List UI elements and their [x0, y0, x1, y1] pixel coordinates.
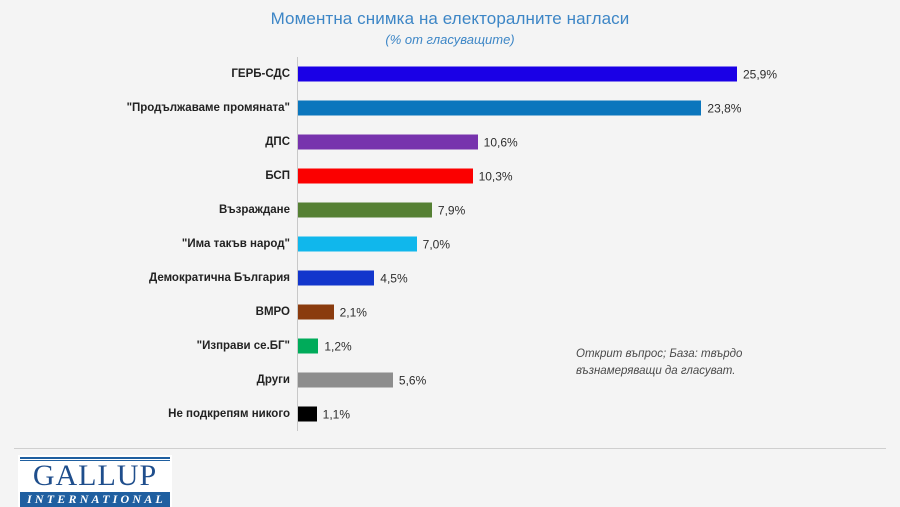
bar-row: "Изправи се.БГ" 1,2% [0, 329, 900, 363]
bar-container: 5,6% [298, 372, 427, 388]
bar-value-label: 10,3% [478, 169, 513, 183]
bar-segment [298, 168, 473, 184]
chart-subtitle: (% от гласуващите) [385, 32, 515, 47]
bar-container: 4,5% [298, 270, 408, 286]
chart-note-line-2: възнамеряващи да гласуват. [576, 365, 736, 377]
bar-container: 10,6% [298, 134, 518, 150]
bar-value-label: 7,9% [437, 203, 466, 217]
bar-segment [298, 338, 319, 354]
bar-category-label: Не подкрепям никого [168, 408, 290, 420]
bar-value-label: 1,2% [324, 339, 352, 353]
bar-row: ВМРО 2,1% [0, 295, 900, 329]
bar-value-label: 4,5% [380, 271, 408, 285]
bar-value-label: 10,6% [483, 135, 518, 149]
chart-note: Открит въпрос; База: твърдо възнамеряващ… [576, 346, 806, 380]
bar-row: Други 5,6% [0, 363, 900, 397]
bar-segment [298, 202, 432, 218]
bar-category-label: "Изправи се.БГ" [196, 340, 290, 352]
bar-rows: ГЕРБ-СДС 25,9% "Продължаваме промяната" 23,… [0, 57, 900, 431]
bar-value-label: 7,0% [422, 237, 450, 251]
bar-segment [298, 236, 417, 252]
logo-rule-lower [20, 460, 170, 461]
bar-segment [298, 66, 737, 82]
bar-category-label: "Продължаваме промяната" [126, 102, 290, 114]
gallup-logo: GALLUP INTERNATIONAL [18, 455, 172, 507]
bar-category-label: "Има такъв народ" [181, 238, 290, 250]
bar-category-label: ДПС [265, 136, 290, 148]
y-axis-line [297, 57, 298, 431]
bar-segment [298, 270, 375, 286]
bar-row: Възраждане 7,9% [0, 193, 900, 227]
bar-container: 7,0% [298, 236, 450, 252]
bar-container: 1,2% [298, 338, 352, 354]
bar-segment [298, 406, 317, 422]
bar-container: 25,9% [298, 66, 778, 82]
bar-row: "Продължаваме промяната" 23,8% [0, 91, 900, 125]
logo-subtitle: INTERNATIONAL [27, 492, 166, 506]
bar-row: ГЕРБ-СДС 25,9% [0, 57, 900, 91]
footer-divider [14, 448, 886, 449]
plot-area: ГЕРБ-СДС 25,9% "Продължаваме промяната" 23,… [0, 57, 900, 431]
chart-note-line-1: Открит въпрос; База: твърдо [576, 348, 743, 360]
bar-category-label: Възраждане [218, 204, 290, 216]
bar-row: "Има такъв народ" 7,0% [0, 227, 900, 261]
bar-category-label: ГЕРБ-СДС [231, 68, 290, 80]
bar-segment [298, 100, 702, 116]
bar-segment [298, 304, 334, 320]
bar-segment [298, 134, 478, 150]
bar-container: 2,1% [298, 304, 367, 320]
logo-rule-upper [20, 457, 170, 459]
bar-value-label: 5,6% [398, 373, 427, 387]
bar-value-label: 25,9% [743, 67, 778, 81]
bar-segment [298, 372, 393, 388]
bar-value-label: 23,8% [707, 101, 742, 115]
bar-row: Не подкрепям никого 1,1% [0, 397, 900, 431]
page-title: Моментна снимка на електоралните нагласи [270, 9, 630, 28]
bar-row: ДПС 10,6% [0, 125, 900, 159]
bar-category-label: Други [256, 374, 290, 386]
bar-value-label: 2,1% [339, 305, 367, 319]
bar-row: Демократична България 4,5% [0, 261, 900, 295]
bar-container: 10,3% [298, 168, 513, 184]
bar-category-label: ВМРО [255, 306, 290, 318]
bar-category-label: БСП [265, 170, 290, 182]
bar-category-label: Демократична България [149, 272, 290, 284]
bar-value-label: 1,1% [322, 407, 350, 421]
bar-row: БСП 10,3% [0, 159, 900, 193]
logo-wordmark: GALLUP [32, 459, 158, 492]
title-block: Моментна снимка на електоралните нагласи… [0, 8, 900, 49]
bar-container: 23,8% [298, 100, 742, 116]
bar-container: 1,1% [298, 406, 350, 422]
bar-container: 7,9% [298, 202, 466, 218]
logo-subbar: INTERNATIONAL [20, 492, 170, 507]
